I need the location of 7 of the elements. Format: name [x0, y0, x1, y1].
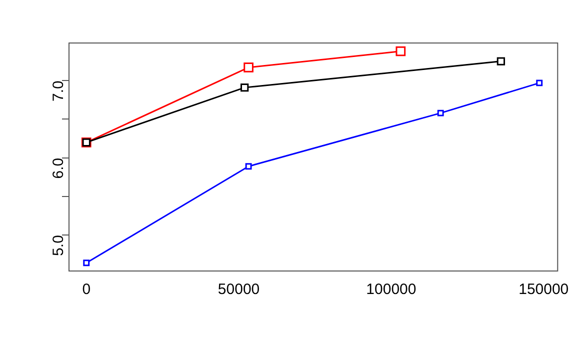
x-tick-label: 0: [82, 281, 91, 298]
y-tick-label: 5.0: [50, 235, 68, 256]
x-tick-label: 50000: [218, 281, 260, 298]
y-tick-label: 7.0: [50, 80, 68, 102]
x-tick-label: 150000: [518, 281, 569, 298]
y-tick-label: 6.0: [50, 158, 68, 179]
x-tick-label: 100000: [366, 281, 416, 298]
